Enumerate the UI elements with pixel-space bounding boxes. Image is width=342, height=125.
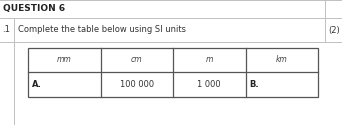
Bar xyxy=(28,48,318,97)
Text: mm: mm xyxy=(57,56,71,64)
Text: m: m xyxy=(206,56,213,64)
Text: B.: B. xyxy=(250,80,259,89)
Text: cm: cm xyxy=(131,56,143,64)
Text: 100 000: 100 000 xyxy=(120,80,154,89)
Text: 1 000: 1 000 xyxy=(197,80,221,89)
Text: km: km xyxy=(276,56,288,64)
Text: A.: A. xyxy=(32,80,42,89)
Text: QUESTION 6: QUESTION 6 xyxy=(3,4,65,14)
Text: (2): (2) xyxy=(328,26,340,35)
Text: Complete the table below using SI units: Complete the table below using SI units xyxy=(18,26,186,35)
Text: .1: .1 xyxy=(2,26,10,35)
